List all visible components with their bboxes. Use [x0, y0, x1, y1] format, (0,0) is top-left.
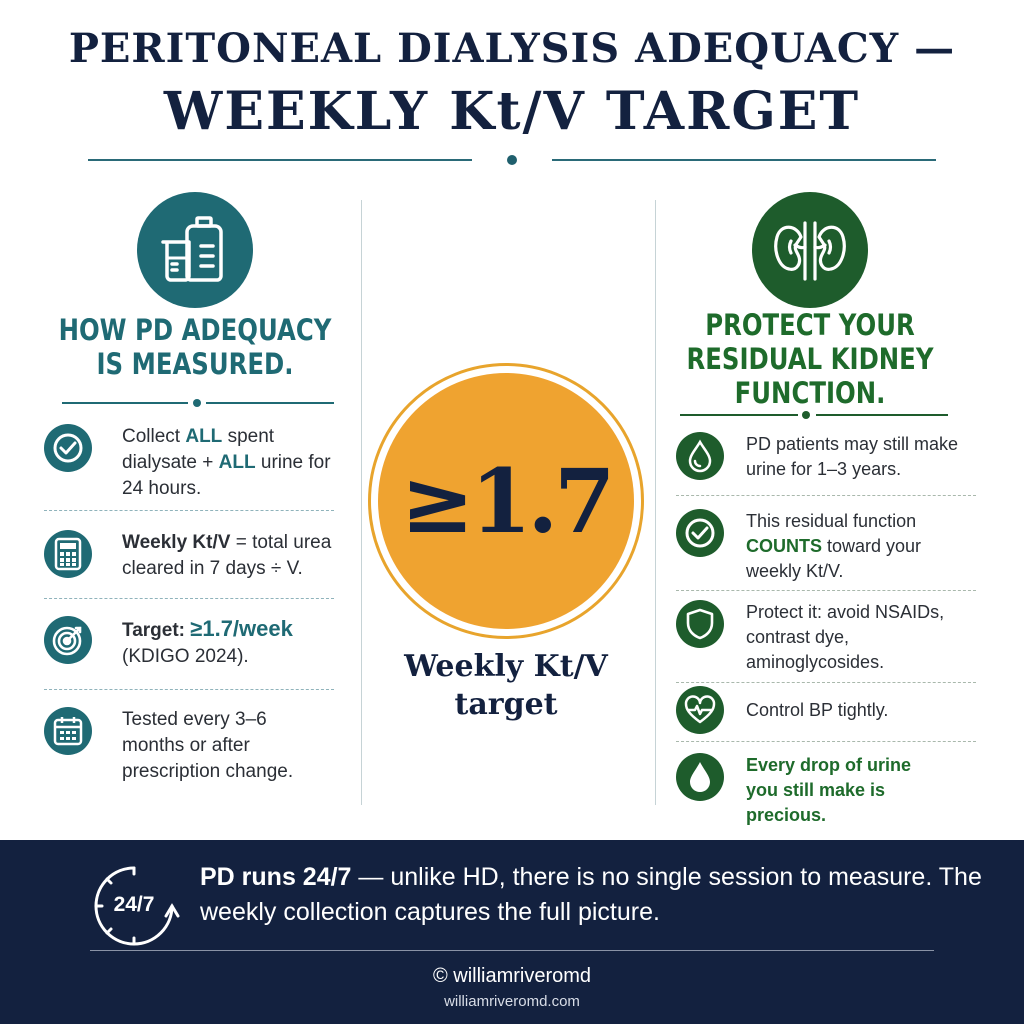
target-label: Weekly Kt/V target [370, 648, 642, 724]
item-separator [676, 682, 976, 683]
item-text: Tested every 3–6 months or after prescri… [122, 709, 294, 782]
right-heading: PROTECT YOUR RESIDUAL KIDNEY FUNCTION. [676, 308, 945, 410]
water-drop-icon [676, 753, 724, 801]
item-text: This residual function COUNTS toward you… [746, 511, 922, 581]
title-line-1: PERITONEAL DIALYSIS ADEQUACY — [68, 25, 956, 72]
target-value: ≥1.7 [400, 449, 616, 553]
target-icon [44, 616, 92, 664]
item-text: Target: ≥1.7/week (KDIGO 2024). [122, 616, 293, 667]
item-text: PD patients may still make urine for 1–3… [746, 434, 959, 479]
right-heading-rule [680, 414, 798, 416]
heart-pulse-icon [676, 686, 724, 734]
item-text: Every drop of urine you still make is pr… [746, 755, 912, 825]
title-line-2: WEEKLY Kt/V TARGET [163, 81, 861, 142]
kidneys-icon [752, 192, 868, 308]
left-heading-rule [62, 402, 188, 404]
left-heading-rule-right [206, 402, 334, 404]
right-heading-line-1: PROTECT YOUR [705, 308, 915, 342]
right-heading-line-3: FUNCTION. [734, 376, 886, 410]
clock-24-7-icon: 24/7 [86, 858, 182, 954]
item-text: Protect it: avoid NSAIDs, contrast dye, … [746, 602, 945, 672]
item-separator [676, 495, 976, 496]
list-item: Target: ≥1.7/week (KDIGO 2024). [44, 616, 354, 670]
item-separator [676, 741, 976, 742]
page-title: PERITONEAL DIALYSIS ADEQUACY — WEEKLY Kt… [0, 24, 1024, 144]
column-divider-left [361, 200, 362, 805]
item-separator [44, 510, 334, 511]
target-label-line-2: target [454, 687, 558, 722]
left-heading-rule-dot [193, 399, 201, 407]
list-item: Weekly Kt/V = total urea cleared in 7 da… [44, 530, 354, 582]
left-heading-line-2: IS MEASURED. [96, 347, 294, 381]
left-heading-line-1: HOW PD ADEQUACY [58, 313, 332, 347]
list-item: Every drop of urine you still make is pr… [676, 753, 976, 828]
calendar-icon [44, 707, 92, 755]
target-label-line-1: Weekly Kt/V [404, 649, 608, 684]
target-ring [368, 363, 644, 639]
item-separator [44, 598, 334, 599]
copyright: © williamriveromd [432, 965, 592, 987]
target-circle: ≥1.7 [378, 373, 634, 629]
list-item: Control BP tightly. [676, 686, 976, 734]
right-heading-line-2: RESIDUAL KIDNEY [686, 342, 934, 376]
item-text: Collect ALL spent dialysate + ALL urine … [122, 426, 331, 499]
check-circle-icon [44, 424, 92, 472]
calculator-icon [44, 530, 92, 578]
list-item: This residual function COUNTS toward you… [676, 509, 976, 584]
column-divider-right [655, 200, 656, 805]
beaker-and-jug-icon [137, 192, 253, 308]
footer-banner: 24/7 PD runs 24/7 — unlike HD, there is … [0, 840, 1024, 1024]
footer-message: PD runs 24/7 — unlike HD, there is no si… [200, 863, 982, 926]
title-divider-left [88, 159, 472, 161]
item-separator [44, 689, 334, 690]
check-circle-icon [676, 509, 724, 557]
item-text: Weekly Kt/V = total urea cleared in 7 da… [122, 532, 332, 579]
list-item: PD patients may still make urine for 1–3… [676, 432, 976, 482]
title-divider-dot [507, 155, 517, 165]
list-item: Collect ALL spent dialysate + ALL urine … [44, 424, 354, 502]
left-heading: HOW PD ADEQUACY IS MEASURED. [56, 313, 333, 381]
website-url[interactable]: williamriveromd.com [444, 993, 580, 1010]
shield-icon [676, 600, 724, 648]
list-item: Protect it: avoid NSAIDs, contrast dye, … [676, 600, 976, 675]
right-heading-rule-dot [802, 411, 810, 419]
clock-label: 24/7 [113, 893, 155, 916]
item-text: Control BP tightly. [746, 700, 889, 720]
right-heading-rule-right [816, 414, 948, 416]
footer-divider [90, 950, 934, 951]
list-item: Tested every 3–6 months or after prescri… [44, 707, 354, 785]
item-separator [676, 590, 976, 591]
title-divider-right [552, 159, 936, 161]
droplet-icon [676, 432, 724, 480]
